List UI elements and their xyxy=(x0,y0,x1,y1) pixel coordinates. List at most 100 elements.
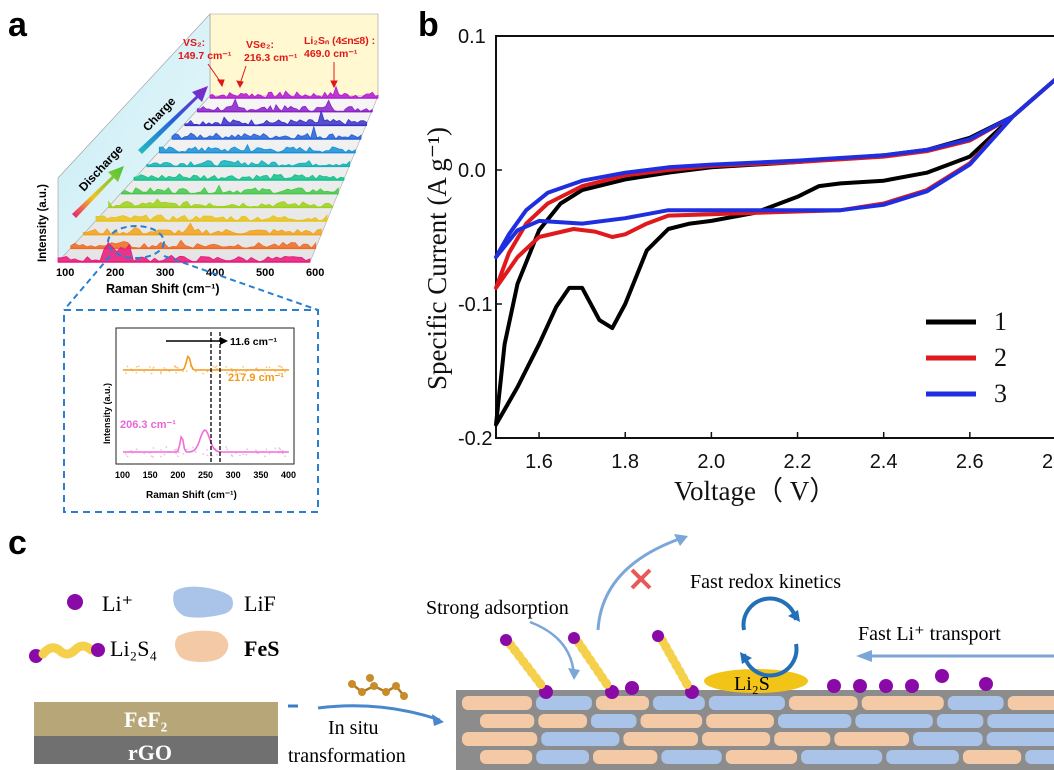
inset-scatter-point xyxy=(143,452,146,455)
li-ion-icon xyxy=(879,679,893,693)
composite-grain xyxy=(462,696,532,710)
inset-scatter-point xyxy=(159,455,162,458)
li-ion-icon xyxy=(905,679,919,693)
inset-curve-top xyxy=(123,354,289,371)
polysulfide-chain-icon xyxy=(568,632,613,691)
inset-scatter-point xyxy=(152,447,155,449)
inset-xtick: 200 xyxy=(170,470,185,480)
inset-scatter-point xyxy=(278,447,281,450)
legend-li-ion-icon xyxy=(67,594,83,610)
composite-grain xyxy=(480,750,533,764)
cv-ylabel: Specific Current (A g⁻¹) xyxy=(422,127,452,390)
legend-li-ion-label: Li⁺ xyxy=(102,591,133,616)
zoom-line-right xyxy=(163,255,319,311)
composite-grain xyxy=(640,714,703,728)
inset-scatter-point xyxy=(255,449,257,452)
composite-grain xyxy=(593,750,658,764)
li-ion-icon xyxy=(979,677,993,691)
composite-grain xyxy=(936,714,984,728)
composite-grain xyxy=(706,714,774,728)
inset-scatter-point xyxy=(226,372,228,374)
inset-scatter-point xyxy=(274,447,277,450)
inset-scatter-point xyxy=(216,367,219,370)
peak-li2sn-value: 469.0 cm⁻¹ xyxy=(304,48,358,60)
inset-scatter-point xyxy=(225,365,227,368)
inset-scatter-point xyxy=(137,365,140,368)
inset-scatter-point xyxy=(185,448,188,451)
inset-frame xyxy=(63,309,319,513)
peak-vs2-name: VS₂: xyxy=(183,37,205,49)
inset-scatter-point xyxy=(215,365,218,368)
inset-scatter-point xyxy=(206,448,208,451)
composite-grain xyxy=(777,714,852,728)
inset-scatter-point xyxy=(182,453,185,455)
polysulfide-chain-icon xyxy=(500,634,547,691)
inset-xtick: 300 xyxy=(226,470,241,480)
raman-spectrum-9 xyxy=(158,143,356,154)
mechanism-schematic: Li⁺ LiF Li₂S₄ FeS FeF₂ rGO In situ trans… xyxy=(29,534,1054,770)
cv-xtick: 1.8 xyxy=(611,451,639,473)
polysulfide-chain-icon xyxy=(652,630,693,691)
legend-fes-label: FeS xyxy=(244,636,279,661)
fef2-layer xyxy=(34,702,278,736)
inset-scatter-point xyxy=(214,366,217,369)
inset-scatter-point xyxy=(206,370,209,373)
li-ion-icon xyxy=(605,685,619,699)
charge-arrow-icon xyxy=(138,86,208,154)
composite-grain xyxy=(774,732,831,746)
cv-xtick: 2.8 xyxy=(1042,451,1054,473)
inset-scatter-point xyxy=(150,455,153,458)
inset-scatter-point xyxy=(143,370,146,373)
redox-cycle-icon xyxy=(740,596,800,678)
raman-spectrum-3 xyxy=(82,222,322,236)
cv-ytick: 0.0 xyxy=(458,160,486,182)
cv-ytick: -0.1 xyxy=(458,294,492,316)
raman-spectrum-12 xyxy=(196,98,373,113)
inset-scatter-point xyxy=(284,455,287,458)
cv-legend-label-1: 1 xyxy=(994,307,1007,336)
inset-scatter-point xyxy=(175,371,177,374)
raman-spectrum-5 xyxy=(108,198,334,208)
li-ion-icon xyxy=(827,679,841,693)
composite-grain xyxy=(987,714,1054,728)
peak-vs2-value: 149.7 cm⁻¹ xyxy=(178,50,232,62)
transformation-arrow-icon xyxy=(317,704,441,722)
inset-scatter-point xyxy=(278,372,281,375)
inset-scatter-point xyxy=(177,366,179,369)
axis-a-xtick: 200 xyxy=(106,267,124,279)
composite-grain xyxy=(538,714,587,728)
cv-legend-label-3: 3 xyxy=(994,379,1007,408)
raman-3d-chart: Discharge Charge VS₂: 149.7 cm⁻¹ VSe₂: 2… xyxy=(37,13,379,513)
inset-scatter-point xyxy=(279,365,282,368)
composite-grain xyxy=(541,732,620,746)
inset-xtick: 350 xyxy=(253,470,268,480)
inset-xtick: 150 xyxy=(143,470,158,480)
cv-xlabel: Voltage（ V） xyxy=(674,476,836,506)
legend-li2s4-icon xyxy=(29,641,105,663)
inset-scatter-point xyxy=(175,366,178,369)
inset-peak-top-label: 217.9 cm⁻¹ xyxy=(228,372,284,384)
escape-arrow-icon xyxy=(596,536,683,631)
inset-scatter-point xyxy=(277,365,280,368)
inset-scatter-point xyxy=(216,453,219,456)
inset-scatter-point xyxy=(152,366,155,369)
inset-scatter-point xyxy=(268,452,271,455)
inset-scatter-point xyxy=(194,370,197,373)
axis-a-xtick: 500 xyxy=(256,267,274,279)
composite-grain xyxy=(708,696,785,710)
inset-scatter-point xyxy=(284,370,287,373)
inset-scatter-point xyxy=(206,454,209,457)
inset-scatter-point xyxy=(173,365,176,368)
composite-grain xyxy=(536,750,590,764)
peak-pointer-arrows xyxy=(207,62,338,89)
fast-li-label: Fast Li⁺ transport xyxy=(858,623,1001,645)
inset-scatter-point xyxy=(149,365,151,368)
legend-lif-label: LiF xyxy=(244,591,276,616)
inset-scatter-point xyxy=(163,367,166,369)
composite-grain xyxy=(535,696,592,710)
inset-scatter-point xyxy=(163,453,166,456)
composite-grain xyxy=(886,750,959,764)
cv-xtick: 2.0 xyxy=(697,451,725,473)
rgo-label: rGO xyxy=(128,740,172,765)
composite-grain xyxy=(702,732,771,746)
